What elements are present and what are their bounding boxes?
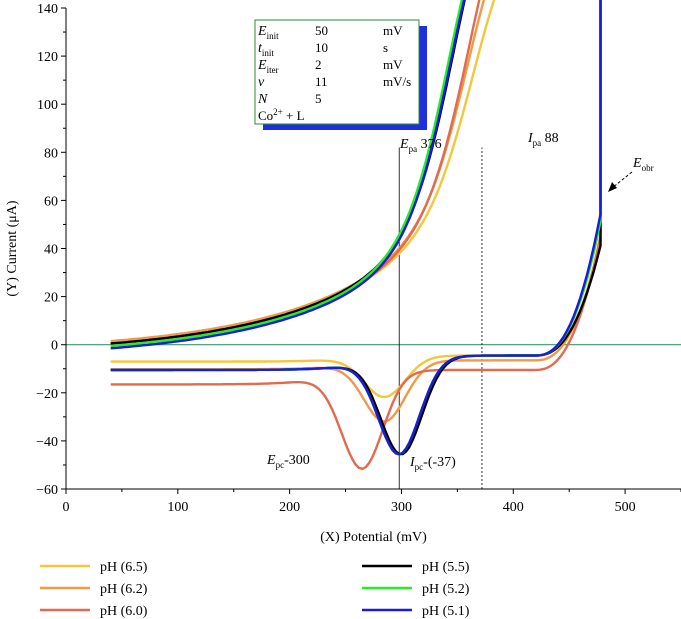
info-row-1-unit: s bbox=[383, 40, 388, 55]
y-tick-label: 100 bbox=[37, 98, 58, 113]
info-row-2-unit: mV bbox=[383, 57, 403, 72]
info-row-3-unit: mV/s bbox=[383, 74, 411, 89]
eobr-arrow-line bbox=[611, 171, 633, 189]
annotation-epc: Epc-300 bbox=[266, 453, 310, 470]
y-tick-label: −20 bbox=[36, 387, 58, 402]
x-tick-label: 400 bbox=[503, 500, 524, 515]
series-line-5 bbox=[110, 0, 602, 456]
x-tick-label: 200 bbox=[279, 500, 300, 515]
info-row-1-value: 10 bbox=[315, 40, 328, 55]
legend-label-1: pH (6.2) bbox=[100, 582, 148, 597]
annotation-ipa: Ipa 88 bbox=[527, 131, 559, 148]
y-tick-label: 120 bbox=[37, 50, 58, 65]
x-tick-label: 100 bbox=[167, 500, 188, 515]
info-row-2-symbol: Eiter bbox=[257, 58, 279, 75]
info-box bbox=[254, 19, 420, 125]
info-row-4-value: 5 bbox=[315, 91, 322, 106]
legend-label-4: pH (5.2) bbox=[422, 582, 470, 597]
info-row-2-value: 2 bbox=[315, 57, 322, 72]
annotation-ipc: Ipc-(-37) bbox=[409, 455, 456, 472]
y-tick-label: −60 bbox=[36, 483, 58, 498]
y-tick-label: 80 bbox=[44, 146, 58, 161]
y-tick-label: 140 bbox=[37, 2, 58, 17]
legend-label-2: pH (6.0) bbox=[100, 604, 148, 619]
info-row-0-symbol: Einit bbox=[257, 24, 279, 41]
x-axis-title: (X) Potential (mV) bbox=[320, 530, 427, 545]
legend-label-5: pH (5.1) bbox=[422, 604, 470, 619]
info-row-3-symbol: v bbox=[258, 75, 265, 90]
annotation-eobr: Eobr bbox=[632, 156, 654, 173]
annotation-epa: Epa 376 bbox=[399, 137, 442, 154]
legend-label-3: pH (5.5) bbox=[422, 560, 470, 575]
legend-label-0: pH (6.5) bbox=[100, 560, 148, 575]
x-tick-label: 0 bbox=[63, 500, 70, 515]
x-tick-label: 300 bbox=[391, 500, 412, 515]
info-compound: Co2+ + L bbox=[258, 107, 305, 123]
y-tick-label: 20 bbox=[44, 291, 58, 306]
y-tick-label: −40 bbox=[36, 435, 58, 450]
y-tick-label: 60 bbox=[44, 194, 58, 209]
info-row-0-value: 50 bbox=[315, 23, 328, 38]
info-row-1-symbol: tinit bbox=[258, 41, 274, 58]
info-row-4-symbol: N bbox=[257, 92, 268, 107]
x-tick-label: 500 bbox=[615, 500, 636, 515]
info-row-0-unit: mV bbox=[383, 23, 403, 38]
y-tick-label: 0 bbox=[51, 339, 58, 354]
eobr-arrow-head bbox=[608, 182, 617, 192]
y-tick-label: 40 bbox=[44, 243, 58, 258]
info-row-3-value: 11 bbox=[315, 74, 328, 89]
cyclic-voltammogram-chart: Einit 50 mV tinit 10 s Eiter 2 mV v 11 mV/s N 5 Co2+ +… bbox=[5, 0, 681, 545]
y-axis-title: (Y) Current (μA) bbox=[5, 200, 20, 296]
